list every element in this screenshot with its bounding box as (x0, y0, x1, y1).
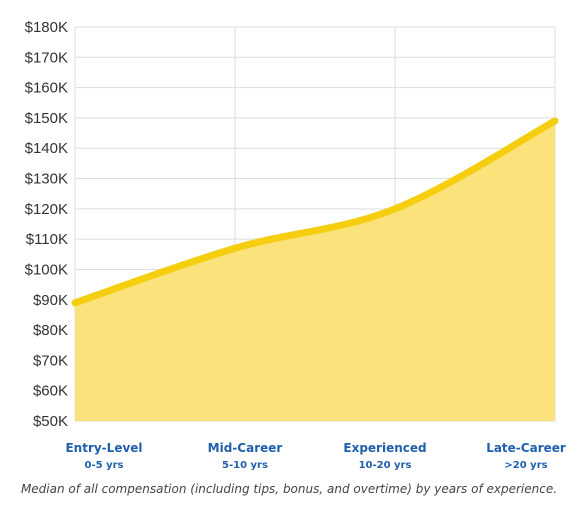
y-tick-label: $70K (33, 352, 68, 369)
x-category-label: Entry-Level (65, 441, 142, 455)
y-tick-label: $130K (25, 171, 68, 188)
y-tick-label: $90K (33, 292, 68, 309)
salary-median-line (71, 117, 559, 307)
y-tick-label: $80K (33, 322, 68, 339)
y-tick-label: $180K (25, 19, 68, 36)
chart-caption: Median of all compensation (including ti… (20, 482, 558, 496)
y-tick-label: $110K (26, 231, 68, 248)
x-category-sublabel: 5-10 yrs (222, 460, 268, 471)
y-tick-label: $60K (33, 383, 68, 400)
x-category-sublabel: 10-20 yrs (359, 460, 412, 471)
y-axis-tick-labels: $50K $60K $70K $80K $90K $100K $110K $120K $130K… (25, 19, 68, 430)
salary-area-fill (75, 120, 555, 421)
y-tick-label: $100K (25, 261, 68, 278)
y-tick-label: $140K (25, 140, 68, 157)
x-axis-category-labels: Entry-Level 0-5 yrs Mid-Career 5-10 yrs Expe… (65, 441, 565, 471)
x-category-label: Experienced (343, 441, 426, 455)
x-category-sublabel: >20 yrs (504, 460, 547, 471)
y-tick-label: $150K (25, 110, 68, 127)
y-tick-label: $160K (25, 80, 68, 97)
y-tick-label: $120K (25, 201, 68, 218)
x-category-label: Mid-Career (208, 441, 283, 455)
y-tick-label: $50K (33, 413, 68, 430)
y-tick-label: $170K (25, 49, 68, 66)
x-category-label: Late-Career (486, 441, 566, 455)
x-category-sublabel: 0-5 yrs (85, 460, 124, 471)
salary-area-chart: $50K $60K $70K $80K $90K $100K $110K $120K $130K… (25, 19, 566, 471)
